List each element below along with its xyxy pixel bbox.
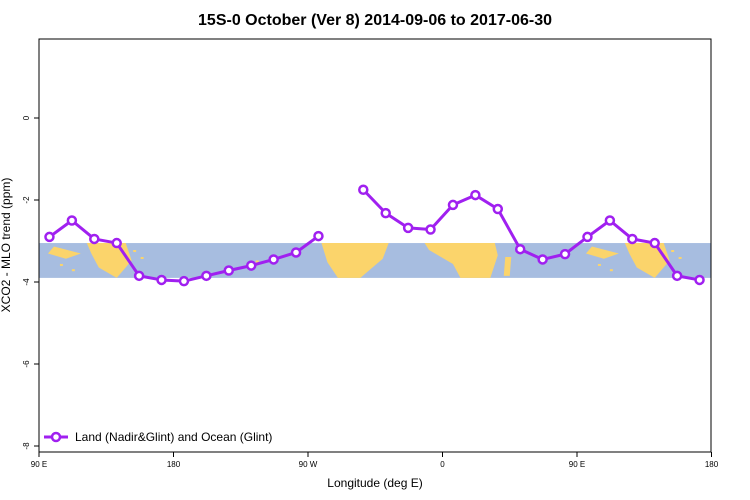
x-tick-label: 180 — [705, 460, 719, 469]
background-map-band — [39, 243, 711, 278]
y-tick-label: -2 — [22, 196, 31, 204]
y-axis-label: XCO2 - MLO trend (ppm) — [0, 178, 13, 313]
data-point — [156, 274, 167, 286]
y-tick-label: 0 — [22, 115, 31, 120]
data-point — [671, 270, 683, 282]
land-patch — [321, 243, 389, 278]
series-layer — [44, 184, 705, 287]
x-tick-label: 90 E — [569, 460, 585, 469]
data-point — [514, 243, 526, 255]
island-mark — [678, 256, 682, 259]
data-point — [245, 260, 257, 271]
data-point — [313, 230, 324, 242]
data-point — [133, 270, 145, 282]
data-point — [66, 215, 78, 226]
legend-marker — [50, 431, 62, 443]
y-tick-label: -6 — [22, 360, 31, 368]
island-mark — [255, 260, 259, 263]
island-mark — [133, 250, 137, 253]
data-point — [649, 237, 660, 249]
data-point — [425, 224, 436, 235]
island-mark — [59, 263, 63, 266]
data-point — [604, 215, 616, 226]
data-point — [89, 233, 100, 245]
land-patch — [503, 256, 512, 276]
chart-title: 15S-0 October (Ver 8) 2014-09-06 to 2017… — [198, 12, 552, 29]
land-patch — [47, 246, 81, 259]
island-mark — [140, 256, 144, 259]
island-mark — [71, 269, 75, 272]
land-patch — [86, 243, 132, 278]
data-point — [447, 199, 459, 211]
legend: Land (Nadir&Glint) and Ocean (Glint) — [44, 430, 272, 444]
y-axis: 0 -2 -4 -6 -8 — [22, 115, 39, 450]
land-patch — [624, 243, 670, 278]
data-point — [380, 207, 391, 219]
data-point — [470, 189, 481, 201]
land-patch — [585, 246, 619, 259]
x-tick-label: 90 E — [31, 460, 47, 469]
x-tick-label: 180 — [167, 460, 181, 469]
data-point — [178, 275, 190, 287]
data-point — [537, 254, 548, 265]
data-point — [694, 274, 705, 286]
plot-frame — [38, 38, 712, 453]
data-point — [44, 231, 55, 243]
data-point — [582, 231, 593, 243]
data-point — [223, 265, 235, 276]
x-axis-label: Longitude (deg E) — [327, 476, 422, 490]
land-patch — [424, 243, 498, 278]
island-mark — [609, 269, 613, 272]
data-point — [290, 247, 302, 258]
y-tick-label: -8 — [22, 442, 31, 450]
island-mark — [597, 263, 601, 266]
x-tick-label: 90 W — [299, 460, 318, 469]
data-point — [559, 248, 571, 260]
y-tick-label: -4 — [22, 278, 31, 286]
data-point — [201, 270, 212, 282]
legend-label: Land (Nadir&Glint) and Ocean (Glint) — [75, 430, 272, 444]
island-mark — [671, 250, 675, 253]
data-point — [358, 184, 369, 195]
data-point — [627, 233, 638, 245]
data-point — [268, 254, 279, 265]
data-point — [402, 222, 414, 234]
x-tick-label: 0 — [440, 460, 445, 469]
data-point — [492, 203, 504, 215]
x-axis: 90 E 180 90 W 0 90 E 180 — [31, 452, 719, 469]
data-point — [111, 237, 122, 249]
series-line — [362, 188, 700, 282]
